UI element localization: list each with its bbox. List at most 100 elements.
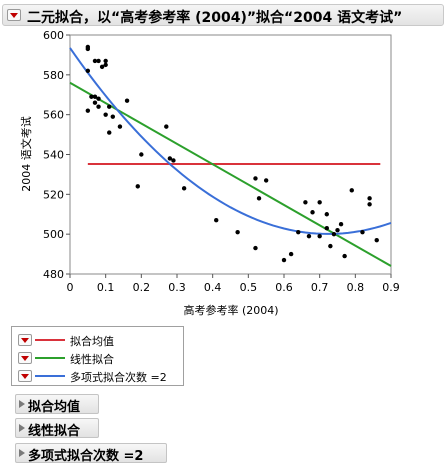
x-tick-label: 0.5 bbox=[240, 281, 258, 294]
y-tick-label: 600 bbox=[43, 29, 64, 42]
data-point bbox=[107, 104, 112, 109]
data-point bbox=[331, 231, 337, 237]
report-title: 二元拟合，以“高考参考率 (2004)”拟合“2004 语文考试” bbox=[27, 10, 403, 26]
legend-item-polynomial[interactable]: 多项式拟合次数 =2 bbox=[12, 367, 183, 385]
data-point bbox=[335, 227, 340, 233]
y-tick-label: 500 bbox=[43, 228, 64, 241]
y-tick-label: 560 bbox=[43, 109, 64, 122]
disclosure-triangle-icon[interactable] bbox=[19, 424, 25, 432]
data-point bbox=[281, 257, 287, 263]
data-point bbox=[103, 58, 108, 64]
data-point bbox=[253, 176, 258, 181]
data-points bbox=[85, 44, 379, 263]
x-tick-label: 0.9 bbox=[382, 281, 400, 294]
y-tick-label: 520 bbox=[43, 188, 64, 201]
data-point bbox=[317, 200, 322, 205]
data-point bbox=[317, 233, 322, 239]
data-point bbox=[338, 222, 344, 227]
fit-lines bbox=[69, 47, 392, 267]
legend-label: 拟合均值 bbox=[70, 335, 114, 348]
data-point bbox=[92, 94, 98, 99]
data-point bbox=[288, 251, 294, 257]
data-point bbox=[349, 188, 354, 193]
red-triangle-menu-icon[interactable] bbox=[18, 370, 32, 382]
fit-legend: 拟合均值 线性拟合 多项式拟合次数 =2 bbox=[11, 326, 184, 386]
red-triangle-menu-icon[interactable] bbox=[7, 9, 21, 21]
data-point bbox=[85, 46, 91, 52]
data-point bbox=[96, 96, 101, 101]
x-tick-label: 0.1 bbox=[97, 281, 115, 294]
data-point bbox=[110, 114, 116, 119]
data-point bbox=[367, 196, 372, 201]
x-tick-label: 0.7 bbox=[311, 281, 329, 294]
y-axis-label: 2004 语文考试 bbox=[19, 116, 33, 192]
linear-fit-line bbox=[69, 81, 392, 267]
data-point bbox=[324, 225, 329, 231]
data-point bbox=[374, 237, 379, 243]
disclosure-triangle-icon[interactable] bbox=[19, 400, 25, 408]
red-triangle-menu-icon[interactable] bbox=[18, 334, 32, 346]
data-point bbox=[263, 178, 269, 183]
x-tick-label: 0.2 bbox=[133, 281, 151, 294]
data-point bbox=[253, 245, 258, 251]
data-point bbox=[117, 124, 123, 129]
polynomial-fit-curve bbox=[69, 47, 392, 235]
data-point bbox=[135, 184, 140, 189]
data-point bbox=[296, 229, 301, 235]
y-tick-label: 580 bbox=[43, 69, 64, 82]
x-axis: 0 0.1 0.2 0.3 0.4 0.5 0.6 0.7 0.8 0.9 bbox=[67, 274, 400, 294]
red-triangle-menu-icon[interactable] bbox=[18, 352, 32, 364]
data-point bbox=[360, 229, 365, 235]
data-point bbox=[92, 58, 98, 64]
y-axis: 480 500 520 540 560 580 600 bbox=[43, 29, 70, 281]
data-point bbox=[139, 152, 144, 157]
x-tick-label: 0 bbox=[67, 281, 74, 294]
data-point bbox=[303, 200, 308, 205]
y-tick-label: 480 bbox=[43, 268, 64, 281]
data-point bbox=[103, 112, 108, 117]
x-tick-label: 0.4 bbox=[204, 281, 222, 294]
data-point bbox=[235, 229, 240, 235]
disclosure-triangle-icon[interactable] bbox=[19, 449, 25, 457]
data-point bbox=[92, 100, 98, 105]
data-point bbox=[85, 68, 91, 74]
x-tick-label: 0.3 bbox=[168, 281, 186, 294]
data-point bbox=[342, 253, 347, 259]
legend-label: 多项式拟合次数 =2 bbox=[70, 371, 167, 384]
x-tick-label: 0.8 bbox=[347, 281, 365, 294]
data-point bbox=[328, 243, 333, 249]
data-point bbox=[96, 58, 101, 64]
section-polynomial-fit[interactable]: 多项式拟合次数 =2 bbox=[15, 443, 167, 464]
section-title: 线性拟合 bbox=[28, 424, 81, 439]
legend-item-linear[interactable]: 线性拟合 bbox=[12, 349, 183, 367]
section-linear-fit[interactable]: 线性拟合 bbox=[15, 418, 99, 439]
legend-item-mean[interactable]: 拟合均值 bbox=[12, 331, 183, 349]
data-point bbox=[171, 158, 176, 163]
polynomial-line-swatch bbox=[35, 375, 65, 377]
data-point bbox=[367, 202, 372, 207]
x-tick-label: 0.6 bbox=[275, 281, 293, 294]
data-point bbox=[214, 218, 219, 223]
data-point bbox=[99, 64, 105, 70]
bivariate-fit-chart: 480 500 520 540 560 580 600 0 0.1 0.2 0.3 0.4 0.5 0.… bbox=[19, 29, 400, 317]
data-point bbox=[164, 124, 169, 129]
x-axis-label: 高考参考率 (2004) bbox=[183, 303, 278, 317]
data-point bbox=[181, 186, 187, 191]
data-point bbox=[256, 196, 262, 201]
legend-label: 线性拟合 bbox=[70, 353, 114, 366]
linear-line-swatch bbox=[35, 357, 65, 359]
section-title: 多项式拟合次数 =2 bbox=[28, 449, 144, 464]
y-tick-label: 540 bbox=[43, 149, 64, 162]
data-point bbox=[124, 98, 130, 103]
data-point bbox=[85, 108, 91, 113]
report-title-bar[interactable]: 二元拟合，以“高考参考率 (2004)”拟合“2004 语文考试” bbox=[2, 4, 444, 26]
data-point bbox=[107, 130, 112, 135]
data-point bbox=[103, 62, 108, 68]
data-point bbox=[167, 156, 173, 161]
data-point bbox=[306, 233, 312, 239]
section-title: 拟合均值 bbox=[28, 400, 81, 415]
section-mean-fit[interactable]: 拟合均值 bbox=[15, 394, 99, 415]
mean-line-swatch bbox=[35, 339, 65, 341]
data-point bbox=[324, 212, 329, 217]
data-point bbox=[96, 104, 101, 109]
